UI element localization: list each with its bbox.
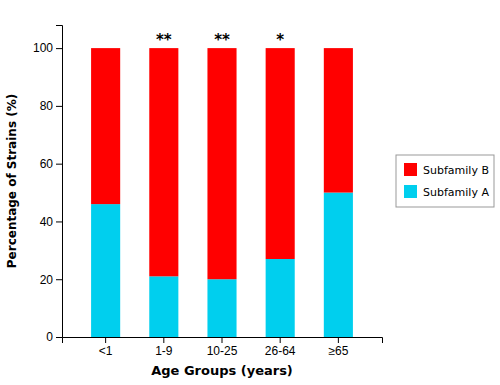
tick-label: ≥65 [328,344,348,358]
y-tick: 100 [33,41,62,55]
tick-label: 26-64 [265,344,296,358]
bar [207,48,236,279]
x-axis: <1 1-9 10-25 26-64 ≥65 [63,337,383,358]
tick-label: 40 [40,215,54,229]
tick-label: <1 [99,344,113,358]
x-axis-title: Age Groups (years) [151,363,293,378]
legend: Subfamily B Subfamily A [396,155,494,207]
tick-mark [56,164,62,165]
annotation: * [276,31,284,49]
plot-area: <11-910-2526-64≥65020406080100***** [33,26,383,358]
tick-mark [222,337,223,343]
annotation: ** [156,31,172,49]
y-tick: 60 [40,157,62,171]
tick-mark [163,337,164,343]
y-axis: 0 20 40 60 80 100 [33,26,63,345]
legend-item: Subfamily B [404,163,489,177]
axis-line [63,338,383,344]
tick-label: 1-9 [155,344,173,358]
legend-swatch [404,163,417,176]
bar [149,48,178,276]
tick-mark [56,106,62,107]
tick-label: 20 [40,273,54,287]
annotation: ** [214,31,230,49]
bar-series [91,48,353,279]
axis-line [56,26,63,338]
bar [91,48,120,204]
annotations: ***** [156,31,284,49]
legend-item: Subfamily A [404,185,489,199]
bar [324,48,353,192]
bar [266,48,295,259]
bars [91,48,353,337]
x-tick: 26-64 [265,337,296,358]
tick-label: 0 [46,330,53,344]
legend-frame [396,155,494,207]
y-tick: 80 [40,99,62,113]
tick-label: 100 [33,41,53,55]
chart-svg: <11-910-2526-64≥65020406080100*****Age G… [0,0,500,385]
bar [91,204,120,337]
tick-mark [56,221,62,222]
tick-mark [56,279,62,280]
x-tick: <1 [99,337,113,358]
bar [149,276,178,337]
y-tick: 20 [40,273,62,287]
legend-label: Subfamily A [423,186,489,199]
bar [324,193,353,337]
bar [207,279,236,337]
tick-label: 10-25 [207,344,238,358]
legend-swatch [404,185,417,198]
tick-mark [105,337,106,343]
tick-label: 60 [40,157,54,171]
tick-mark [56,337,62,338]
x-tick: ≥65 [328,337,348,358]
y-tick: 40 [40,215,62,229]
tick-mark [338,337,339,343]
x-tick: 1-9 [155,337,173,358]
chart-container: <11-910-2526-64≥65020406080100*****Age G… [0,0,500,385]
y-axis-title: Percentage of Strains (%) [5,94,19,268]
tick-mark [56,48,62,49]
legend-label: Subfamily B [423,164,489,177]
tick-label: 80 [40,99,54,113]
y-tick: 0 [46,330,62,344]
x-tick: 10-25 [207,337,238,358]
tick-mark [280,337,281,343]
bar [266,259,295,337]
